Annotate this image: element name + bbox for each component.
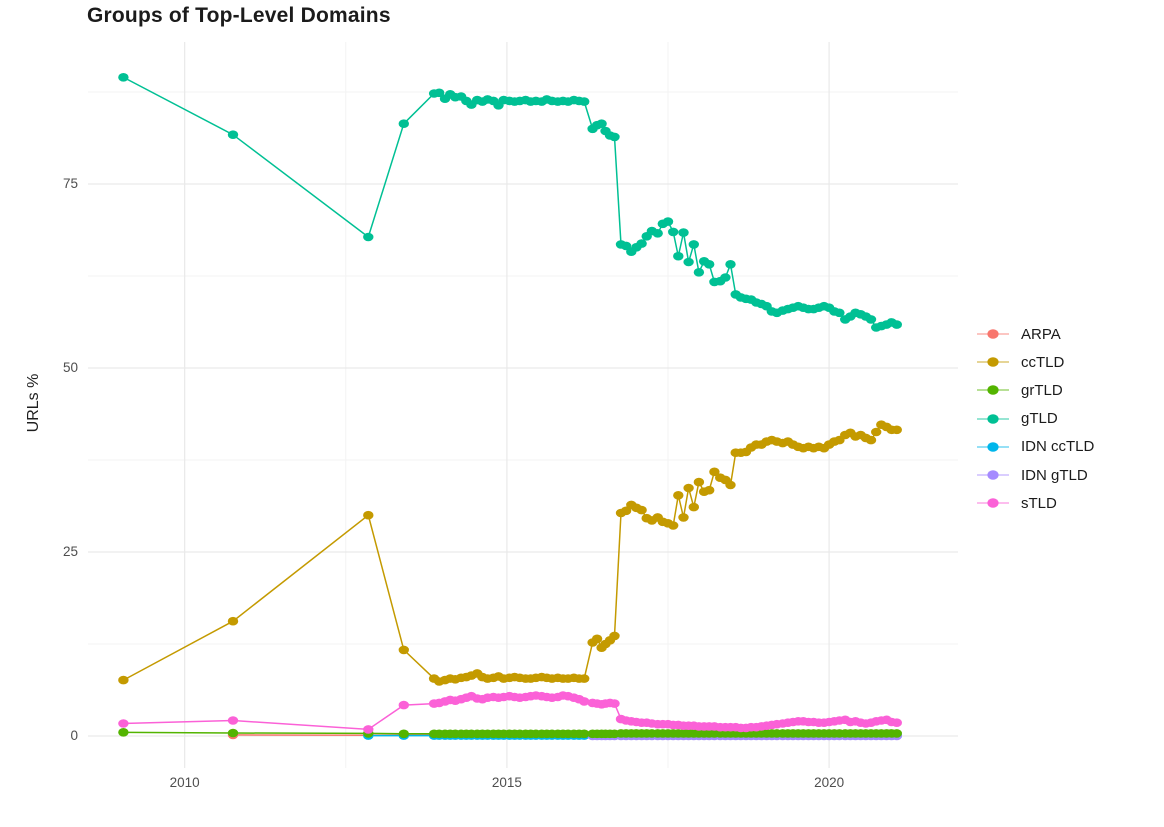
legend-key-icon bbox=[977, 357, 1009, 367]
data-point bbox=[398, 645, 409, 655]
data-point bbox=[363, 725, 374, 734]
data-point bbox=[683, 257, 694, 267]
data-point bbox=[636, 505, 647, 515]
legend: ARPA ccTLD grTLD gTLD IDN ccTLD IDN gTLD sTLD bbox=[976, 320, 1094, 517]
data-point bbox=[609, 631, 620, 641]
data-point bbox=[118, 719, 129, 728]
data-point bbox=[227, 716, 239, 725]
legend-label: IDN gTLD bbox=[1021, 466, 1088, 484]
data-point bbox=[668, 521, 679, 530]
data-point bbox=[693, 268, 705, 277]
data-point bbox=[891, 320, 902, 329]
data-point bbox=[688, 502, 699, 512]
y-tick-label: 25 bbox=[62, 544, 78, 559]
data-point bbox=[398, 729, 409, 739]
data-point bbox=[652, 229, 663, 238]
legend-key-icon bbox=[977, 498, 1009, 508]
series-ccTLD bbox=[118, 420, 902, 686]
data-point bbox=[688, 240, 699, 249]
x-tick-label: 2010 bbox=[169, 775, 200, 790]
chart-title: Groups of Top-Level Domains bbox=[87, 4, 391, 27]
series-grTLD bbox=[118, 728, 902, 739]
data-point bbox=[227, 616, 239, 626]
data-point bbox=[118, 73, 129, 82]
legend-label: IDN ccTLD bbox=[1021, 438, 1095, 456]
legend-key-icon bbox=[977, 413, 1009, 424]
data-point bbox=[673, 491, 684, 500]
legend-item-arpa: ARPA bbox=[976, 320, 1094, 348]
data-point bbox=[871, 427, 882, 437]
data-point bbox=[693, 477, 705, 487]
data-point bbox=[678, 513, 689, 522]
data-point bbox=[227, 130, 239, 139]
data-point bbox=[834, 308, 845, 318]
data-point bbox=[891, 425, 902, 435]
data-point bbox=[636, 239, 647, 248]
data-point bbox=[620, 506, 632, 516]
series-line bbox=[123, 76, 898, 329]
data-point bbox=[709, 467, 720, 477]
data-point bbox=[725, 480, 736, 490]
y-tick-label: 50 bbox=[62, 360, 78, 376]
series-line bbox=[123, 423, 897, 683]
data-point bbox=[704, 260, 715, 269]
legend-label: grTLD bbox=[1021, 381, 1063, 399]
data-point bbox=[118, 675, 129, 685]
legend-label: ccTLD bbox=[1021, 353, 1065, 371]
data-point bbox=[704, 485, 715, 495]
data-point bbox=[596, 119, 607, 128]
data-point bbox=[662, 217, 674, 226]
legend-label: sTLD bbox=[1021, 494, 1057, 512]
legend-label: gTLD bbox=[1021, 410, 1058, 428]
data-point bbox=[683, 483, 694, 493]
data-point bbox=[591, 634, 603, 644]
data-point bbox=[363, 510, 374, 520]
data-point bbox=[227, 728, 239, 738]
data-point bbox=[118, 728, 129, 737]
series-gTLD bbox=[118, 73, 902, 332]
legend-key-icon bbox=[977, 442, 1009, 452]
data-point bbox=[363, 232, 374, 242]
data-point bbox=[891, 729, 902, 738]
data-point bbox=[434, 88, 445, 98]
y-tick-label: 0 bbox=[70, 727, 78, 743]
x-tick-label: 2020 bbox=[814, 775, 845, 790]
legend-item-stld: sTLD bbox=[976, 489, 1094, 517]
legend-item-cctld: ccTLD bbox=[976, 348, 1094, 376]
legend-key-icon bbox=[977, 385, 1009, 396]
gridlines bbox=[88, 42, 958, 768]
data-point bbox=[668, 227, 679, 237]
data-point bbox=[398, 700, 409, 710]
legend-key-icon bbox=[977, 329, 1009, 339]
data-point bbox=[865, 315, 877, 324]
legend-key-icon bbox=[977, 470, 1009, 480]
legend-label: ARPA bbox=[1021, 325, 1061, 343]
series-sTLD bbox=[118, 691, 902, 734]
data-point bbox=[678, 228, 689, 237]
data-point bbox=[725, 260, 736, 269]
data-point bbox=[398, 119, 409, 128]
data-point bbox=[673, 251, 684, 261]
legend-item-gtld: gTLD bbox=[976, 405, 1094, 433]
data-point bbox=[579, 97, 590, 106]
data-point bbox=[865, 435, 877, 445]
legend-item-idn-gtld: IDN gTLD bbox=[976, 461, 1094, 489]
data-point bbox=[609, 699, 620, 708]
data-point bbox=[579, 729, 590, 739]
data-point bbox=[579, 674, 590, 683]
x-tick-label: 2015 bbox=[491, 775, 522, 790]
data-point bbox=[720, 273, 731, 282]
y-tick-label: 75 bbox=[62, 176, 78, 192]
legend-item-idn-cctld: IDN ccTLD bbox=[976, 433, 1094, 461]
legend-item-grtld: grTLD bbox=[976, 376, 1094, 404]
data-point bbox=[891, 718, 902, 727]
data-point bbox=[609, 132, 620, 142]
data-point bbox=[579, 697, 590, 706]
